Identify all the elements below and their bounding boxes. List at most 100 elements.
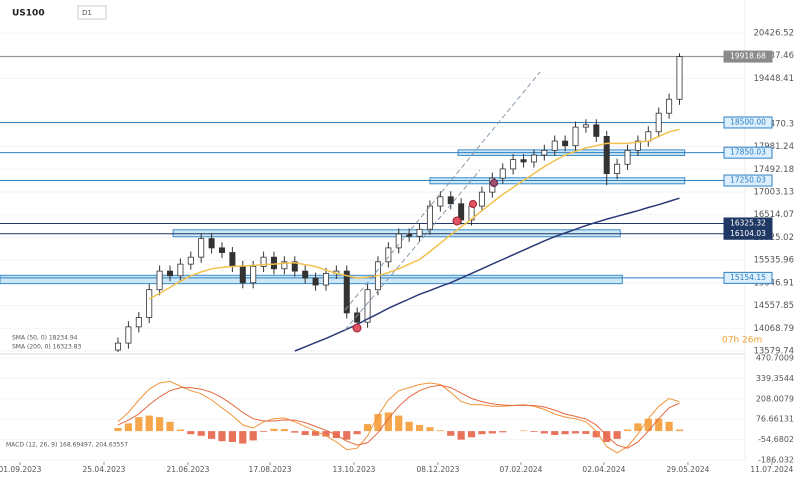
candle-body — [281, 261, 288, 270]
y-tick-label: -186.032 — [758, 456, 794, 465]
y-tick-label: 470.7009 — [756, 354, 794, 363]
macd-bar — [301, 431, 309, 435]
x-tick-label: 11.07.2024 — [750, 465, 793, 474]
candle-body — [551, 140, 558, 151]
candle-body — [146, 289, 153, 318]
level-label-box — [723, 174, 773, 187]
macd-bar — [353, 431, 361, 435]
candle-body — [655, 112, 662, 133]
x-tick-label: 21.06.2023 — [167, 465, 210, 474]
macd-bar — [519, 430, 528, 432]
candle-body — [302, 270, 309, 279]
y-tick-label: -54.6802 — [758, 435, 794, 444]
macd-bar — [426, 427, 434, 432]
macd-bar — [197, 431, 205, 436]
candle-body — [437, 196, 444, 207]
x-tick-label: 01.09.2023 — [0, 465, 42, 474]
macd-bar — [311, 431, 320, 436]
candle-body — [291, 261, 298, 272]
candle-body — [260, 256, 267, 267]
level-label-box — [723, 271, 773, 284]
level-label-box — [723, 50, 773, 63]
low-marker — [452, 216, 462, 226]
candle-body — [385, 247, 392, 263]
macd-bar — [374, 414, 382, 432]
macd-bar — [395, 415, 403, 432]
y-tick-label: 20426.52 — [753, 29, 794, 39]
macd-bar — [405, 421, 413, 432]
candle-body — [416, 228, 423, 237]
y-tick-label: 15046.91 — [753, 278, 794, 288]
candle-body — [322, 273, 329, 286]
candle-body — [478, 191, 485, 207]
sma-line — [148, 128, 680, 300]
legend-entry: SMA (50, 0) 18234.94 — [12, 335, 78, 342]
candle-body — [447, 196, 454, 205]
macd-bar — [530, 431, 538, 432]
macd-legend: MACD (12, 26, 9) 168.69497, 204.63557 — [6, 442, 128, 449]
macd-bar — [675, 429, 684, 432]
macd-bar — [488, 431, 496, 434]
countdown: 07h 26m — [722, 336, 762, 346]
candle-body — [156, 270, 163, 291]
candle-body — [676, 56, 683, 100]
symbol[interactable]: US100 — [12, 9, 45, 19]
level-label: 16104.03 — [730, 229, 766, 238]
level-label: 18500.00 — [730, 117, 766, 126]
macd-bar — [363, 424, 372, 432]
candle-body — [187, 256, 194, 265]
macd-bar — [280, 429, 288, 432]
symbol-selector[interactable] — [8, 6, 72, 20]
y-tick-label: 208.0079 — [756, 394, 794, 403]
x-tick-label: 08.12.2023 — [416, 465, 459, 474]
candle-body — [229, 252, 236, 267]
macd-bar — [571, 431, 580, 434]
y-tick-label: 19448.41 — [753, 74, 794, 84]
macd-line — [117, 384, 680, 449]
y-tick-label: 15535.96 — [753, 256, 794, 266]
legend-entry: SMA (200, 0) 16323.83 — [12, 344, 81, 351]
candle-body — [312, 277, 319, 286]
y-tick-label: 76.66131 — [756, 415, 794, 424]
level-label: 19918.68 — [730, 52, 766, 61]
y-tick-label: 19937.46 — [753, 51, 794, 61]
x-tick-label: 07.02.2024 — [499, 465, 542, 474]
x-tick-label: 29.05.2024 — [666, 465, 709, 474]
y-tick-label: 14557.85 — [753, 301, 794, 311]
candle-body — [177, 263, 184, 277]
candle-body — [614, 163, 621, 174]
timeframe-selector[interactable] — [77, 5, 107, 20]
candle-body — [167, 270, 174, 277]
macd-bar — [665, 421, 673, 432]
candle-body — [624, 149, 631, 165]
candle-body — [135, 317, 142, 328]
macd-bar — [623, 429, 632, 432]
candle-body — [634, 140, 641, 151]
level-label: 16325.32 — [730, 218, 766, 227]
level-label: 17250.03 — [730, 176, 766, 185]
candle-body — [520, 159, 527, 163]
macd-bar — [322, 431, 330, 437]
macd-bar — [343, 431, 351, 440]
level-label-box — [723, 146, 773, 159]
y-tick-label: 16025.02 — [753, 233, 794, 243]
y-tick-label: 17492.18 — [753, 165, 794, 175]
macd-bar — [415, 424, 424, 432]
y-tick-label: 13579.74 — [753, 347, 794, 357]
candle-body — [208, 238, 215, 249]
timeframe[interactable]: D1 — [82, 9, 92, 17]
candle-body — [603, 136, 610, 174]
macd-bar — [187, 431, 195, 435]
macd-line — [117, 380, 680, 454]
macd-bar — [259, 431, 268, 432]
macd-bar — [156, 417, 164, 432]
macd-bar — [218, 431, 226, 442]
candle-body — [125, 326, 132, 344]
candle-body — [541, 149, 548, 156]
x-tick-label: 25.04.2023 — [83, 465, 126, 474]
y-tick-label: 17003.13 — [753, 188, 794, 198]
zone — [0, 274, 623, 285]
macd-bar — [613, 431, 621, 439]
macd-bar — [436, 430, 444, 432]
candle-body — [395, 233, 402, 249]
